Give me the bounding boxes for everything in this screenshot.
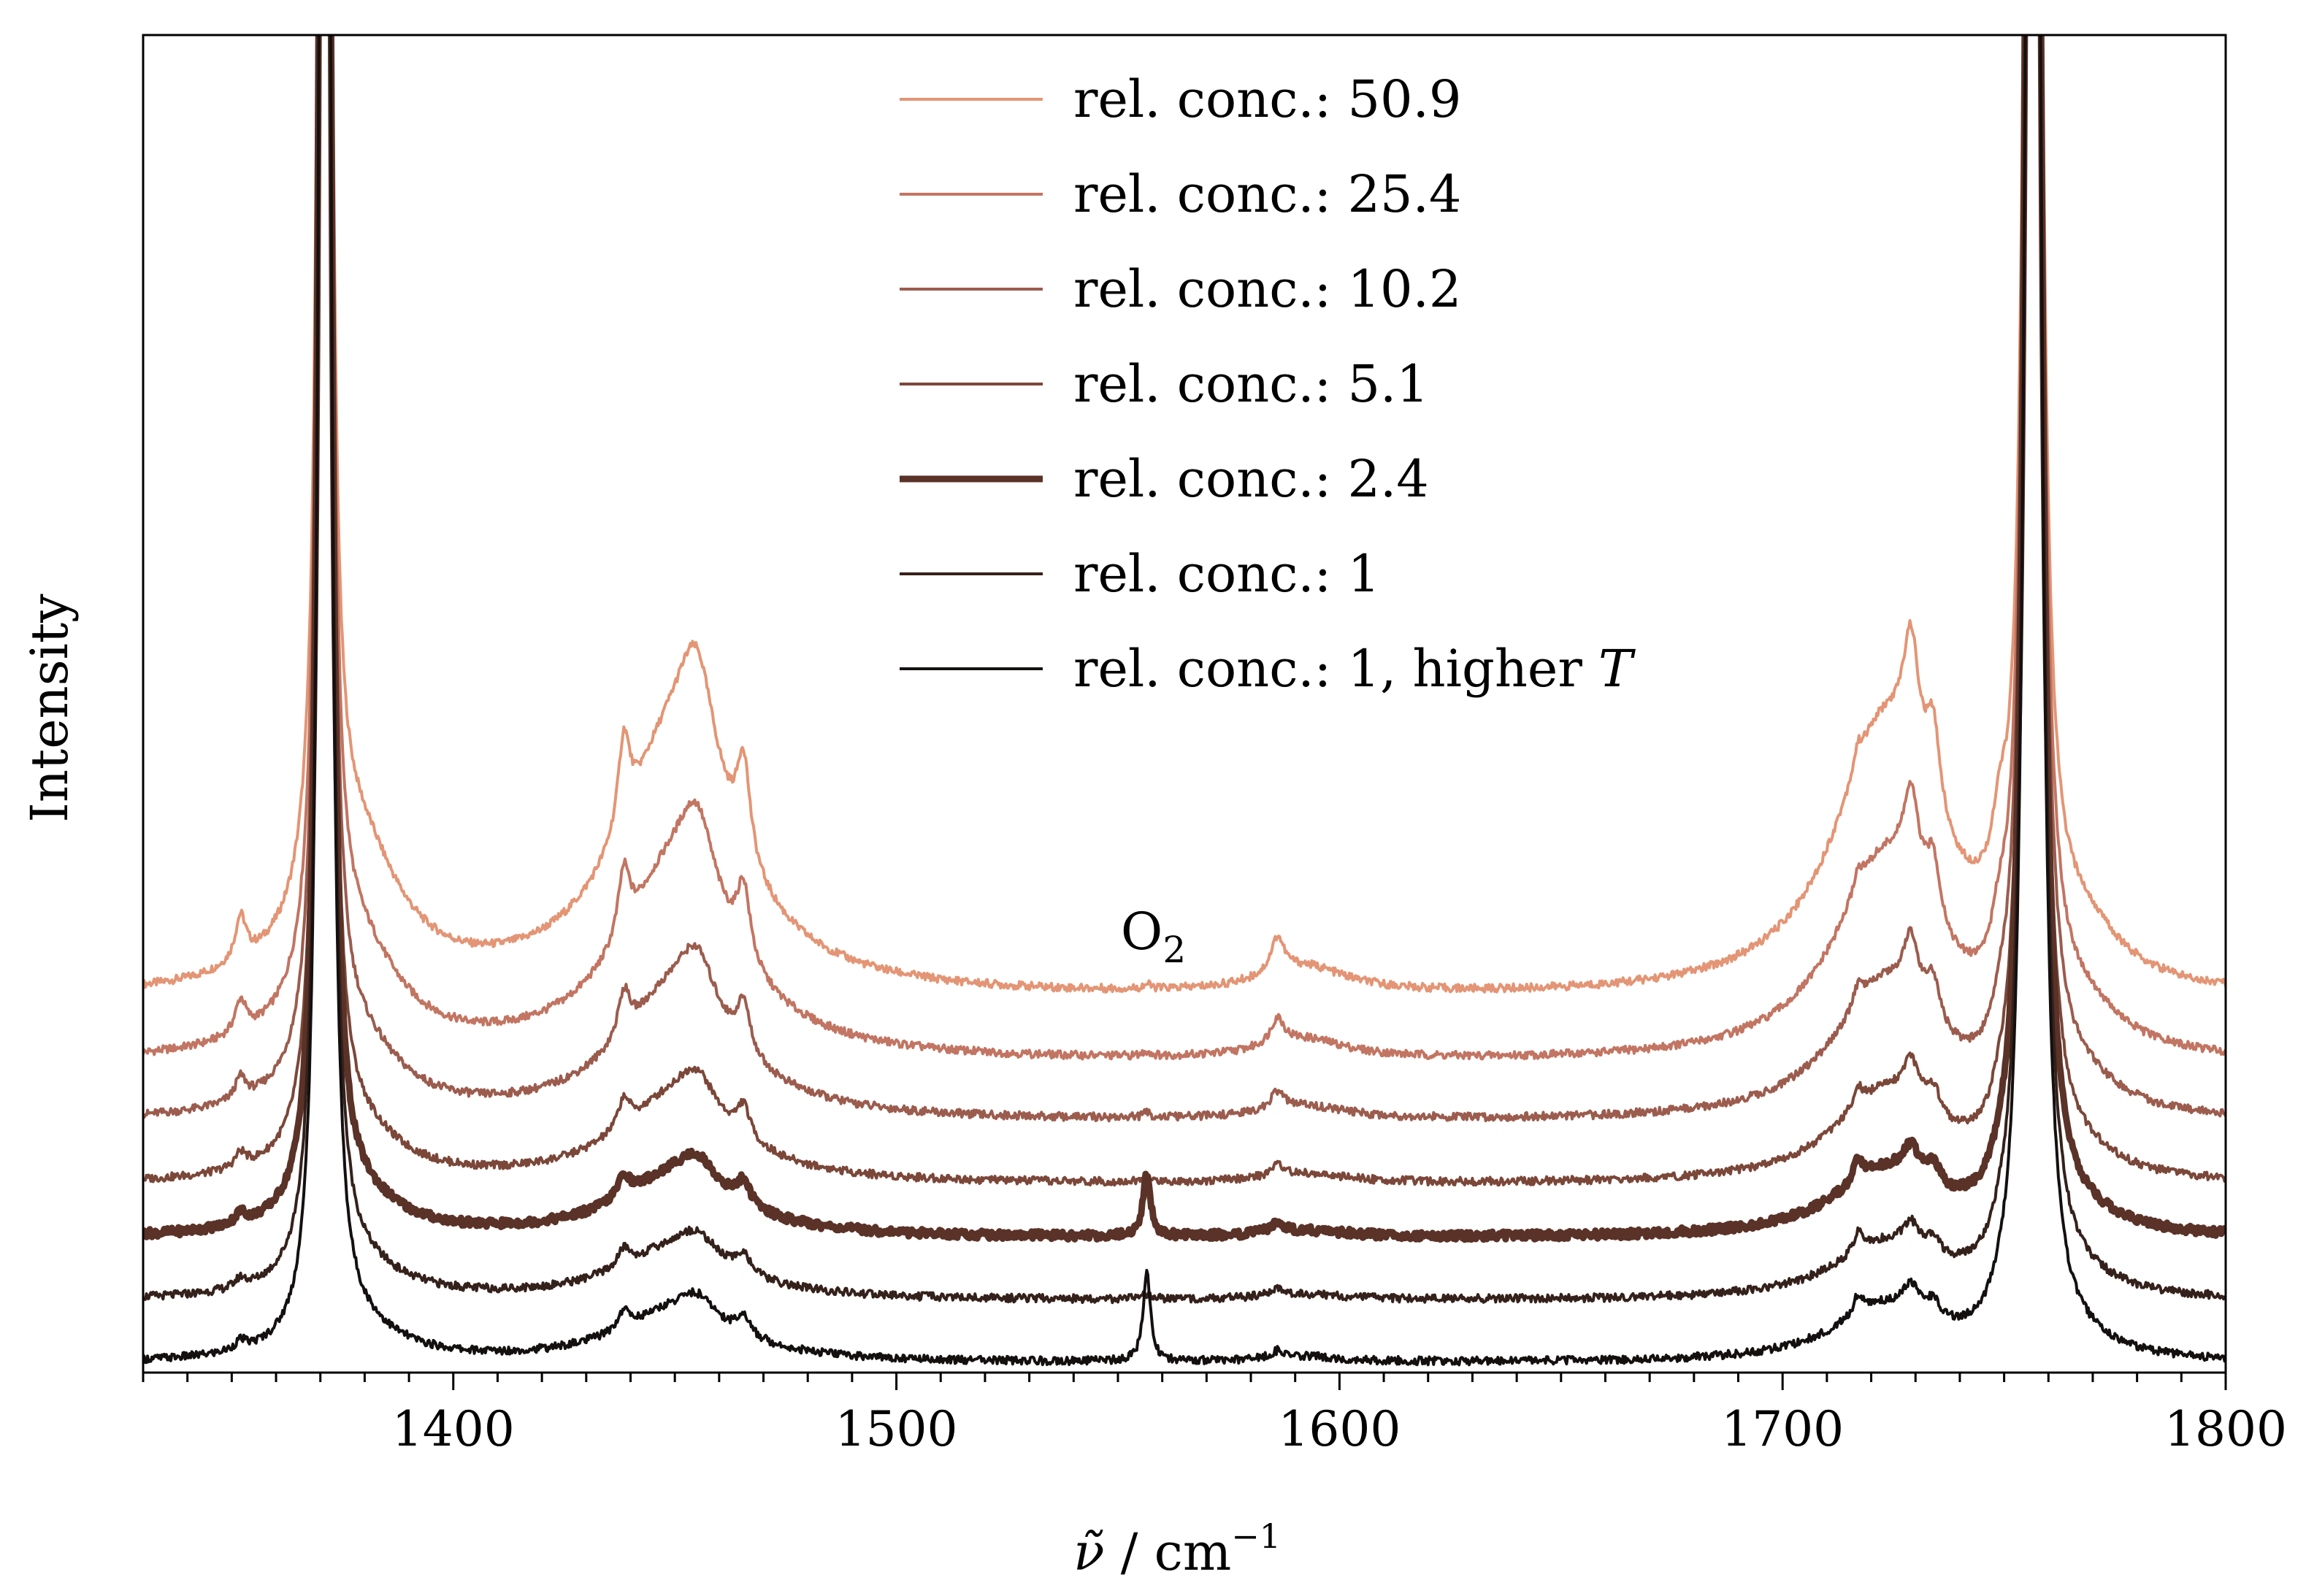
legend-label: rel. conc.: 1, higher T <box>1073 639 1636 699</box>
x-tick-label: 1600 <box>1278 1401 1401 1457</box>
plot-frame <box>142 34 2227 1374</box>
x-axis-label-sep: / <box>1105 1522 1154 1582</box>
y-axis-label: Intensity <box>20 594 80 823</box>
x-axis-label-unit: cm <box>1154 1522 1232 1582</box>
legend-item: rel. conc.: 10.2 <box>900 259 1461 319</box>
series-line-5 <box>143 35 2226 1243</box>
series-line-4 <box>143 35 2226 1187</box>
legend-label: rel. conc.: 10.2 <box>1073 259 1461 319</box>
x-tick-label: 1800 <box>2164 1401 2287 1457</box>
legend-label: rel. conc.: 1 <box>1073 544 1380 604</box>
legend-item: rel. conc.: 50.9 <box>900 69 1461 129</box>
legend-label: rel. conc.: 5.1 <box>1073 354 1429 414</box>
legend-item: rel. conc.: 1 <box>900 544 1380 604</box>
x-axis-label: ν̃ / cm−1 <box>1073 1516 1281 1582</box>
x-tick-label: 1500 <box>835 1401 958 1457</box>
series-line-7 <box>143 35 2226 1367</box>
x-axis-tick-labels: 1400 1500 1600 1700 1800 <box>392 1401 2287 1457</box>
series-line-1 <box>143 35 2226 994</box>
o2-annotation: O2 <box>1121 902 1186 971</box>
series-line-6 <box>143 35 2226 1305</box>
series-line-3 <box>143 35 2226 1123</box>
x-axis-ticks <box>142 1373 2227 1390</box>
x-tick-label: 1400 <box>392 1401 515 1457</box>
series-line-2 <box>143 35 2226 1061</box>
legend-label: rel. conc.: 50.9 <box>1073 69 1461 129</box>
series-layer <box>143 35 2226 1367</box>
legend-item: rel. conc.: 5.1 <box>900 354 1429 414</box>
legend-item: rel. conc.: 25.4 <box>900 164 1461 224</box>
x-axis-label-symbol: ν̃ <box>1073 1522 1105 1582</box>
legend-item: rel. conc.: 2.4 <box>900 449 1429 509</box>
legend: rel. conc.: 50.9 rel. conc.: 25.4 rel. con… <box>900 69 1636 699</box>
x-tick-label: 1700 <box>1721 1401 1844 1457</box>
legend-label: rel. conc.: 2.4 <box>1073 449 1429 509</box>
legend-label: rel. conc.: 25.4 <box>1073 164 1461 224</box>
legend-item: rel. conc.: 1, higher T <box>900 639 1636 699</box>
annotations: O2 <box>1121 902 1186 971</box>
x-axis-label-exponent: −1 <box>1231 1516 1281 1556</box>
